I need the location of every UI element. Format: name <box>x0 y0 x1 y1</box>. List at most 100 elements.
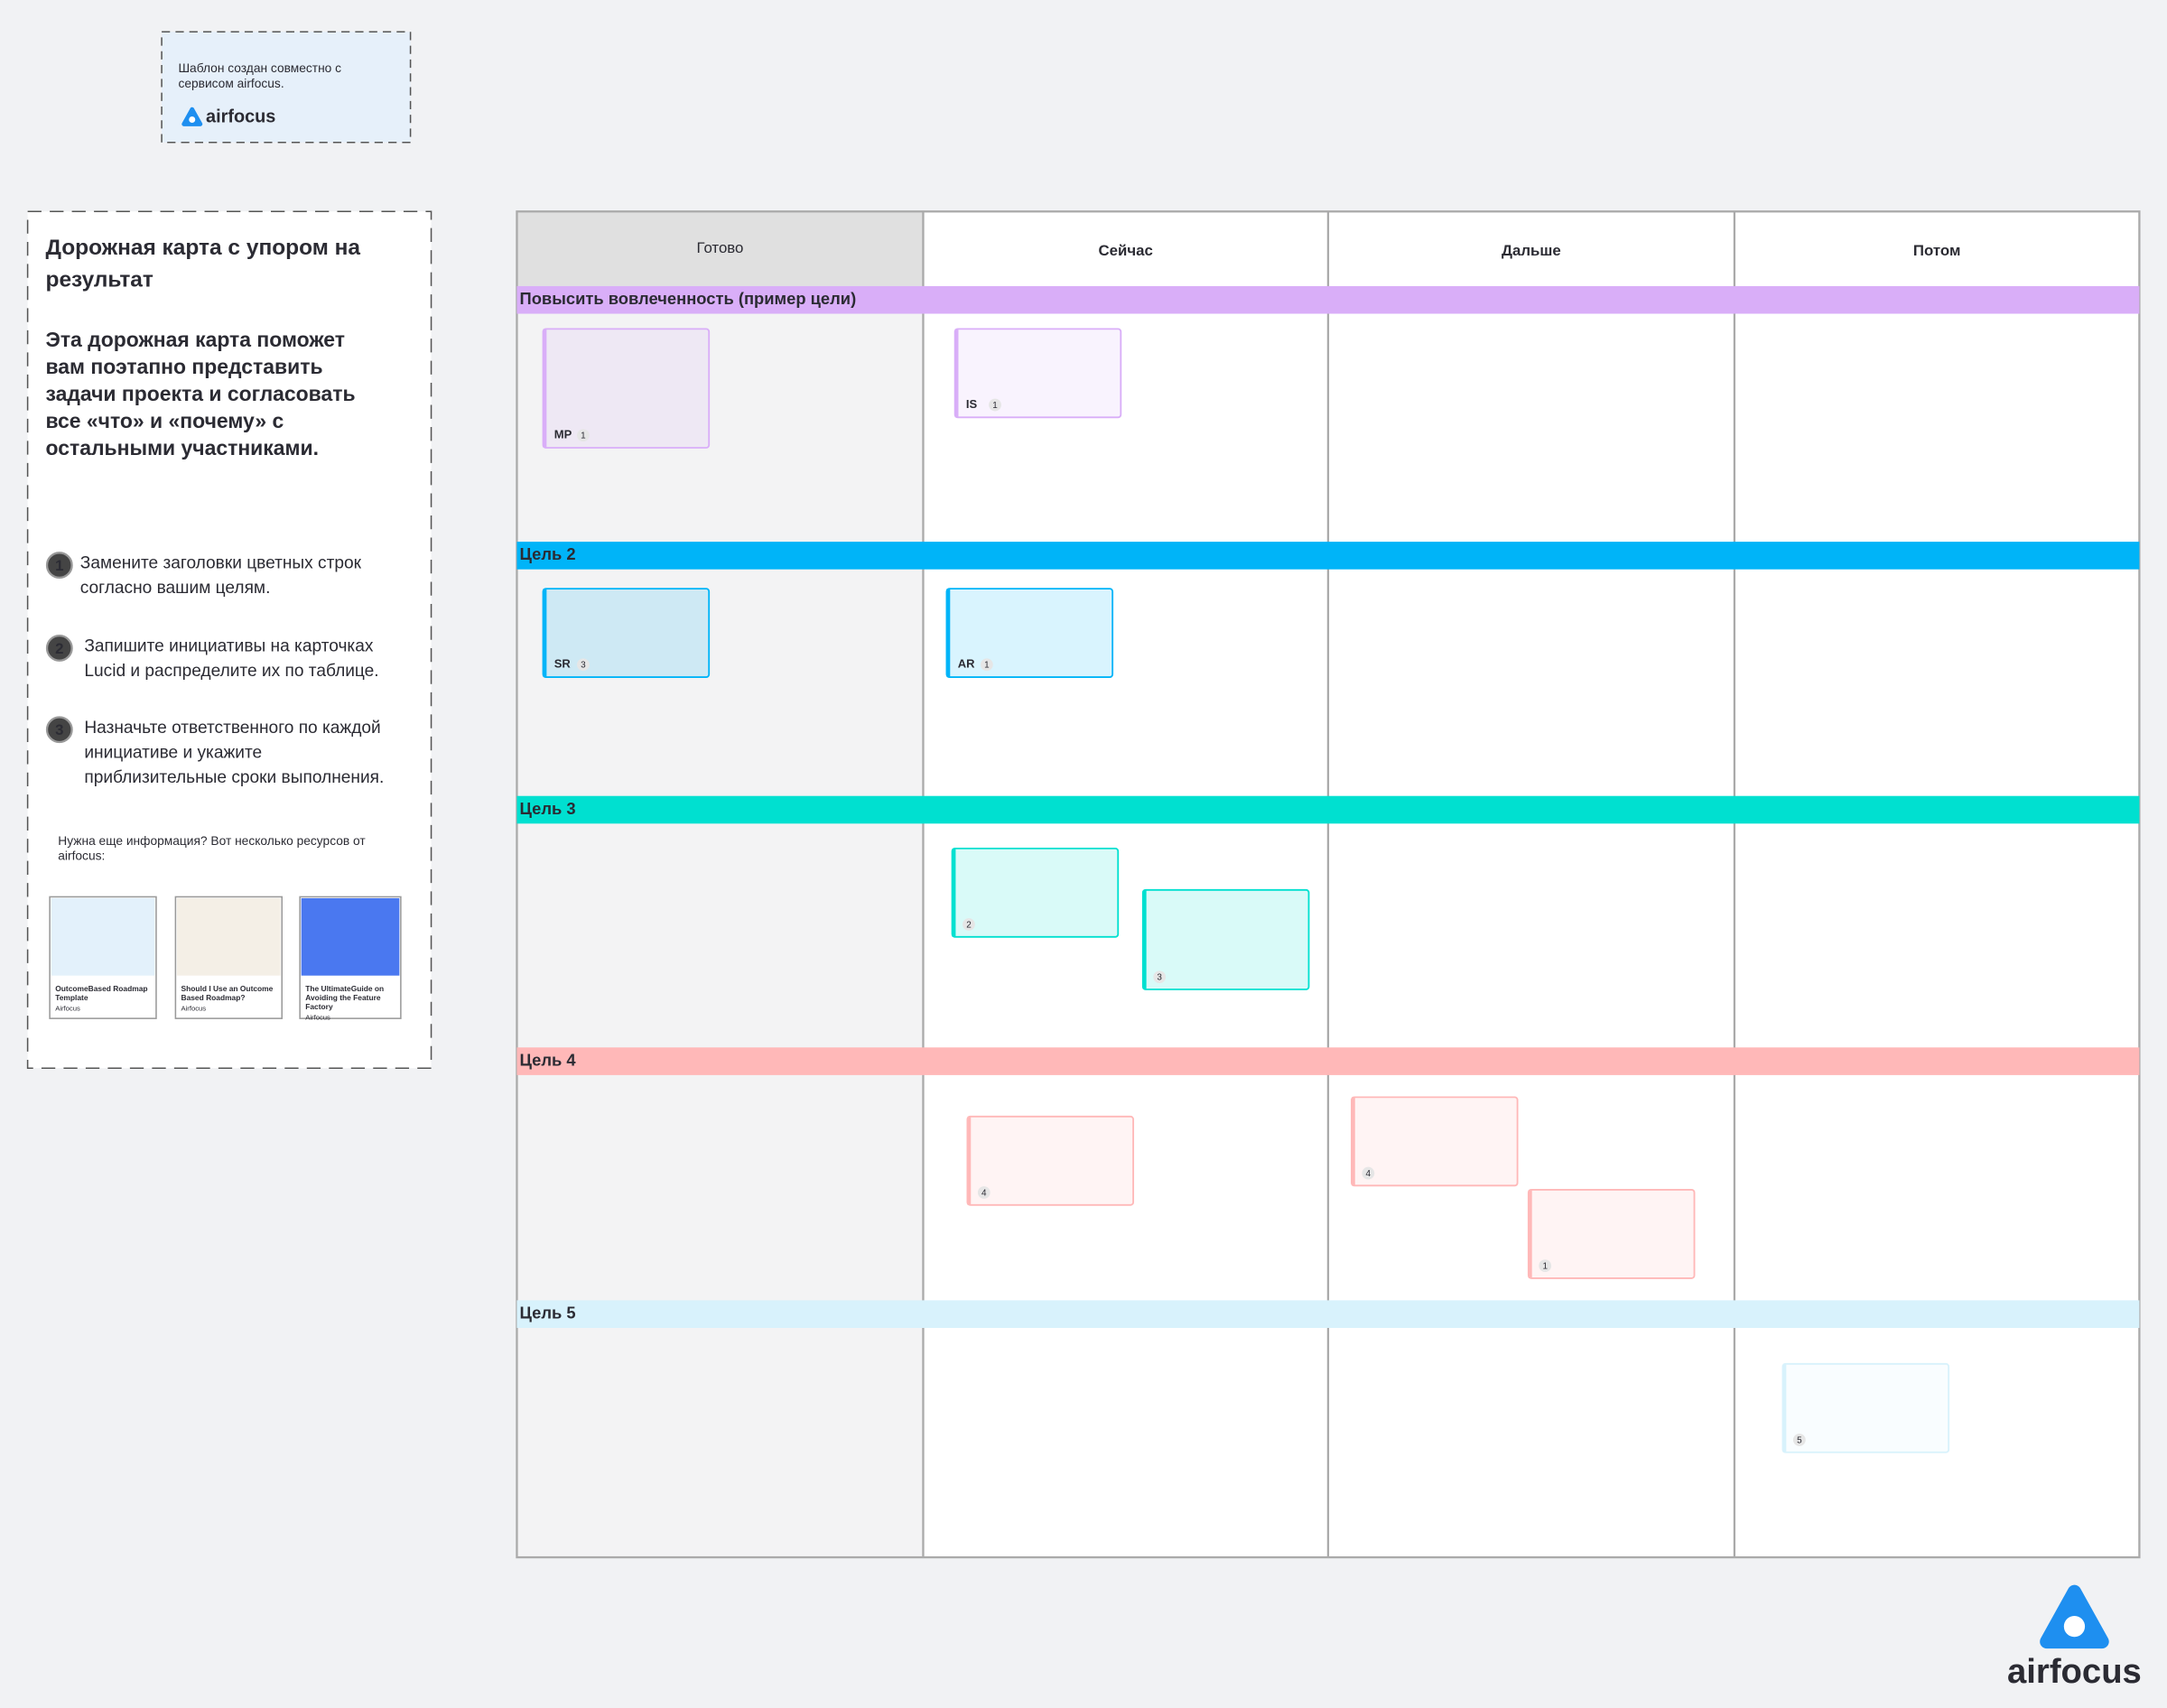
row-band <box>516 1047 2140 1075</box>
card-accent <box>967 1116 972 1205</box>
airfocus-logo: airfocus <box>2007 1652 2142 1691</box>
card-count-badge <box>989 398 1001 412</box>
resource-source: Airfocus <box>181 1004 207 1012</box>
step-number: 1 <box>55 557 63 574</box>
template-note <box>161 31 412 144</box>
card-count-badge <box>980 658 993 672</box>
resource-title: Template <box>55 993 88 1002</box>
card-accent <box>1351 1097 1355 1186</box>
card-count: 3 <box>1157 973 1162 983</box>
card-count-badge <box>1792 1434 1806 1446</box>
sidebar-description: задачи проекта и согласовать <box>46 382 356 405</box>
resource-title: Based Roadmap? <box>181 993 246 1002</box>
card-accent <box>1142 889 1147 989</box>
row-band <box>516 795 2140 824</box>
row-title: Цель 3 <box>520 799 576 818</box>
done-header <box>516 211 924 286</box>
resource-title: The UltimateGuide on <box>305 984 384 993</box>
step-text: согласно вашим целям. <box>80 579 271 598</box>
sidebar-description: все «что» и «почему» с <box>46 409 284 432</box>
logo-icon-hole <box>2063 1615 2086 1638</box>
card-accent <box>1782 1363 1787 1453</box>
card <box>966 1115 1135 1206</box>
row-title: Цель 5 <box>520 1304 576 1323</box>
card-count: 1 <box>992 401 998 411</box>
step-number: 2 <box>55 640 63 657</box>
column-header: Потом <box>1913 242 1960 259</box>
card-accent <box>954 329 959 418</box>
card-count: 1 <box>984 661 990 671</box>
step-text: Lucid и распределите их по таблице. <box>84 662 378 681</box>
resource-thumbnail <box>176 897 281 976</box>
resource-title: Should I Use an Outcome <box>181 984 274 993</box>
card-count-badge <box>577 658 590 672</box>
step-text: Назначьте ответственного по каждой <box>84 719 380 738</box>
card-label: MP <box>554 428 572 441</box>
sidebar-description: остальными участниками. <box>46 436 319 459</box>
step-badge <box>45 635 73 662</box>
card <box>951 847 1120 938</box>
logo-icon-hole <box>189 116 196 123</box>
card <box>953 328 1122 419</box>
card-count-badge <box>963 918 975 931</box>
card-accent <box>543 589 547 678</box>
card-count-badge <box>977 1186 990 1199</box>
resource-thumbnail <box>51 897 155 976</box>
card-accent <box>543 329 547 448</box>
step-text: приблизительные сроки выполнения. <box>84 768 384 787</box>
step-badge <box>45 552 73 580</box>
resource-title: Avoiding the Feature <box>305 993 381 1002</box>
note-logo: airfocus <box>206 107 275 126</box>
row-band <box>516 1300 2140 1328</box>
resource-title: Factory <box>305 1002 333 1011</box>
resources-text: Нужна еще информация? Вот несколько ресу… <box>58 834 366 848</box>
resources-text: airfocus: <box>58 849 105 863</box>
card-count-badge <box>1362 1166 1375 1180</box>
sidebar-description: Эта дорожная карта поможет <box>46 328 346 351</box>
card-count-badge <box>577 429 590 442</box>
step-badge <box>45 716 73 744</box>
card-count: 5 <box>1797 1435 1802 1445</box>
card <box>1527 1189 1696 1279</box>
card-label: IS <box>966 397 978 411</box>
step-text: инициативе и укажите <box>84 743 262 762</box>
resource-title: OutcomeBased Roadmap <box>55 984 147 993</box>
card-accent <box>952 848 956 937</box>
row-band <box>516 542 2140 570</box>
step-text: Замените заголовки цветных строк <box>80 554 362 573</box>
card-count: 1 <box>581 432 586 441</box>
step-text: Запишите инициативы на карточках <box>84 636 373 655</box>
card-count: 4 <box>981 1188 987 1198</box>
card-accent <box>1528 1189 1532 1278</box>
card-count: 3 <box>581 661 586 671</box>
resource-source: Airfocus <box>55 1004 80 1012</box>
card <box>1781 1362 1950 1453</box>
column-header: Сейчас <box>1099 242 1153 259</box>
card-count: 4 <box>1366 1169 1372 1179</box>
card-count: 1 <box>1542 1262 1548 1272</box>
card-count-badge <box>1539 1259 1552 1273</box>
sidebar-title: результат <box>46 267 153 292</box>
sidebar-title: Дорожная карта с упором на <box>46 236 361 260</box>
card <box>1351 1096 1519 1187</box>
row-band <box>516 285 2140 314</box>
card-count: 2 <box>966 920 972 930</box>
column-header: Дальше <box>1502 242 1561 259</box>
sidebar-description: вам поэтапно представить <box>46 355 323 378</box>
card-label: AR <box>958 657 975 671</box>
card-count-badge <box>1153 970 1167 984</box>
note-text: Шаблон создан совместно с <box>178 61 341 75</box>
resource-thumbnail <box>301 897 400 976</box>
resource-source: Airfocus <box>305 1013 330 1021</box>
board-border <box>516 210 2141 1559</box>
row-title: Повысить вовлеченность (пример цели) <box>520 289 857 308</box>
column-header: Готово <box>696 239 743 256</box>
note-text: сервисом airfocus. <box>178 77 284 90</box>
card-accent <box>946 589 951 678</box>
step-number: 3 <box>55 721 63 738</box>
row-title: Цель 4 <box>520 1050 577 1069</box>
card-label: SR <box>554 657 572 671</box>
card <box>1141 888 1310 990</box>
